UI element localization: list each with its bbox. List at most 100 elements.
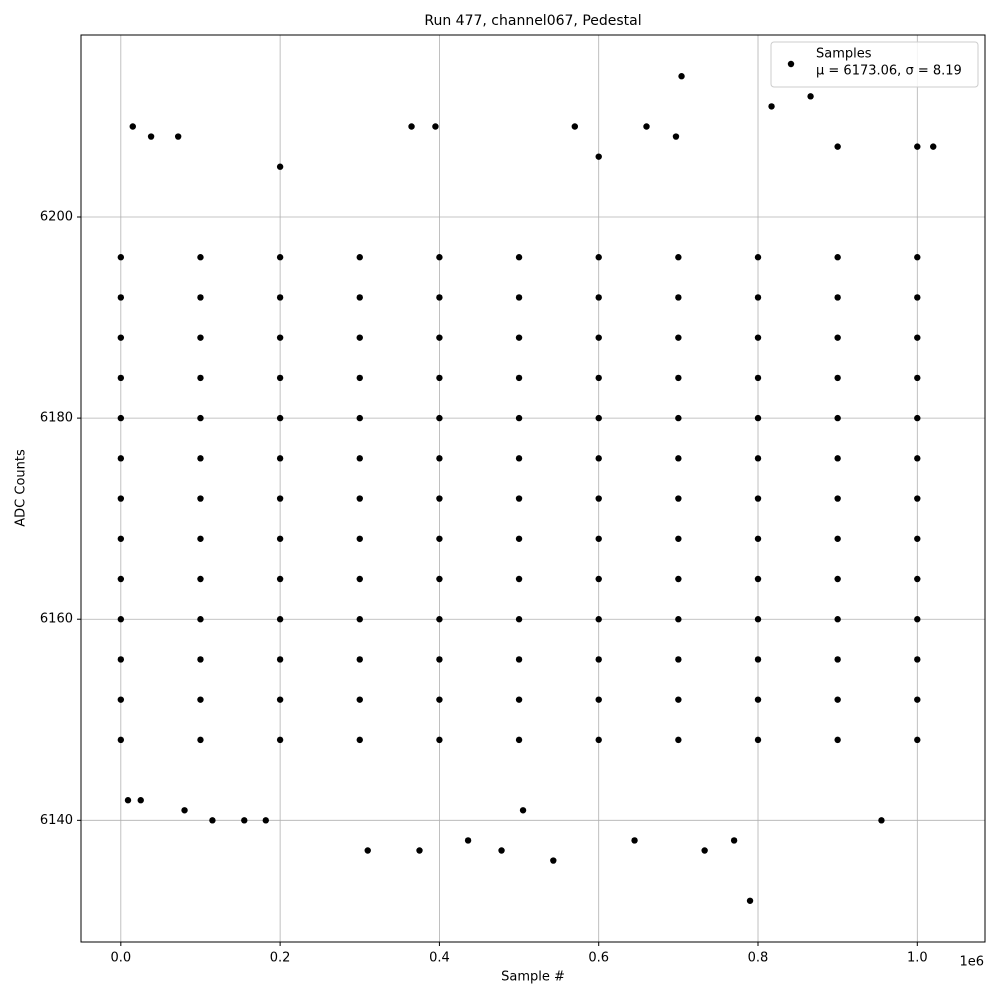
- point: [571, 123, 579, 130]
- point: [515, 535, 523, 542]
- point: [129, 123, 136, 130]
- point: [834, 334, 841, 341]
- point: [147, 133, 155, 140]
- point: [914, 736, 921, 744]
- legend-note: μ = 6173.06, σ = 8.19: [816, 64, 962, 79]
- point: [197, 254, 204, 261]
- legend: Samples μ = 6173.06, σ = 8.19: [770, 41, 979, 88]
- point: [675, 294, 682, 301]
- point: [595, 334, 602, 341]
- x-axis-label: Sample #: [501, 970, 565, 985]
- point: [914, 616, 921, 623]
- point: [356, 414, 363, 422]
- point: [754, 736, 762, 744]
- point: [276, 616, 284, 623]
- point: [436, 374, 443, 382]
- point: [276, 334, 284, 341]
- point: [356, 374, 363, 382]
- point: [436, 696, 443, 703]
- x-tick-label: 0.6: [588, 951, 609, 966]
- point: [436, 535, 443, 542]
- x-tick-label: 0.0: [110, 951, 131, 966]
- point: [595, 616, 602, 623]
- point: [595, 736, 602, 744]
- point: [754, 254, 762, 261]
- grid: [81, 35, 985, 942]
- point: [197, 334, 204, 341]
- point: [754, 696, 762, 703]
- point: [595, 495, 602, 502]
- point: [675, 455, 682, 462]
- point: [276, 736, 284, 744]
- point: [834, 455, 841, 462]
- point: [515, 495, 523, 502]
- point: [675, 414, 682, 422]
- point: [356, 656, 363, 663]
- point: [262, 817, 269, 824]
- point: [595, 696, 602, 703]
- point: [117, 696, 125, 703]
- point: [436, 455, 443, 462]
- point: [515, 455, 523, 462]
- point: [464, 837, 472, 844]
- point: [436, 656, 443, 663]
- point: [197, 455, 204, 462]
- point: [754, 455, 762, 462]
- point: [675, 254, 682, 261]
- point: [675, 656, 682, 663]
- point: [408, 123, 415, 130]
- point: [914, 575, 921, 583]
- point: [914, 495, 921, 502]
- point: [117, 495, 125, 502]
- point: [356, 455, 363, 462]
- point: [197, 535, 204, 542]
- point: [117, 414, 125, 422]
- point: [356, 696, 363, 703]
- point: [241, 817, 248, 824]
- point: [754, 374, 762, 382]
- point: [834, 696, 841, 703]
- point: [754, 616, 762, 623]
- point: [675, 736, 682, 744]
- point: [276, 294, 284, 301]
- points: [117, 73, 937, 904]
- point: [519, 807, 527, 814]
- point: [675, 374, 682, 382]
- point: [675, 616, 682, 623]
- point: [356, 535, 363, 542]
- point: [117, 575, 125, 583]
- point: [436, 294, 443, 301]
- point: [197, 656, 204, 663]
- point: [754, 535, 762, 542]
- y-tick-label: 6140: [40, 813, 73, 828]
- point: [515, 616, 523, 623]
- point: [197, 495, 204, 502]
- point: [276, 254, 284, 261]
- point: [436, 254, 443, 261]
- point: [515, 414, 523, 422]
- y-tick-label: 6160: [40, 612, 73, 627]
- point: [550, 857, 557, 864]
- point: [807, 93, 814, 100]
- point: [276, 414, 284, 422]
- point: [595, 575, 602, 583]
- point: [834, 374, 841, 382]
- point: [436, 616, 443, 623]
- y-tick-label: 6180: [40, 411, 73, 426]
- point: [595, 414, 602, 422]
- point: [914, 334, 921, 341]
- point: [914, 143, 921, 150]
- point: [914, 696, 921, 703]
- point: [595, 656, 602, 663]
- point: [515, 374, 523, 382]
- point: [276, 455, 284, 462]
- point: [595, 535, 602, 542]
- point: [117, 455, 125, 462]
- point: [356, 334, 363, 341]
- point: [436, 334, 443, 341]
- x-offset-label: 1e6: [959, 955, 984, 970]
- point: [197, 374, 204, 382]
- point: [834, 575, 841, 583]
